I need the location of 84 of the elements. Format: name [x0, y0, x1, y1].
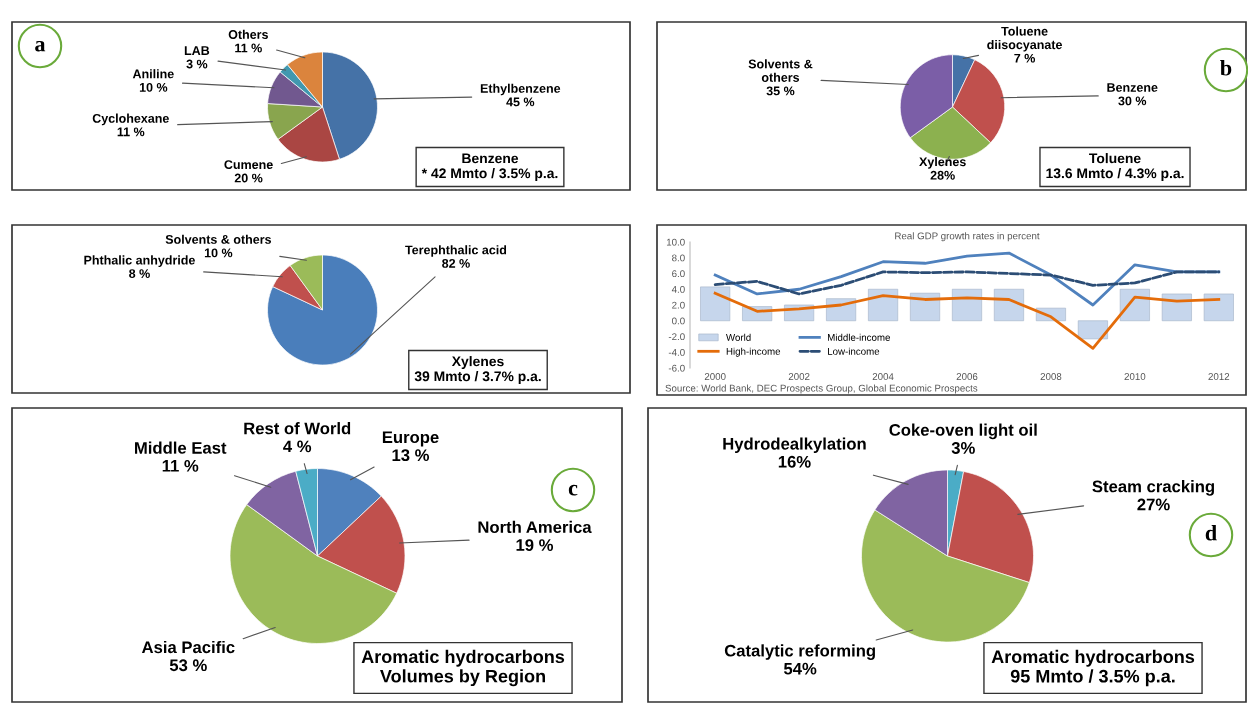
slice-label: Xylenes: [919, 157, 966, 169]
slice-label: Steam cracking: [1092, 480, 1214, 496]
bar: [1161, 293, 1192, 322]
data-label: 45 %: [506, 97, 535, 107]
legend-label: Middle-income: [828, 333, 890, 341]
data-label: 30 %: [1118, 96, 1147, 106]
text: Aromatic hydrocarbons Volumes by Region: [361, 649, 565, 687]
y-tick-label: -2.0: [668, 333, 685, 341]
slice-label: Benzene: [1107, 83, 1158, 92]
legend-label: High-income: [726, 347, 781, 357]
slice-label: Others: [228, 29, 268, 39]
data-label: 11 %: [235, 43, 262, 53]
slice-label: Ethylbenzene: [480, 83, 561, 96]
y-tick-label: 6.0: [672, 270, 685, 278]
bar: [1203, 293, 1234, 322]
data-label: 82 %: [442, 258, 470, 268]
y-tick-label: 4.0: [671, 285, 685, 293]
line-series: [713, 270, 1221, 296]
chart-title: Real GDP growth rates in percent: [895, 232, 1040, 242]
data-label: 3%: [951, 442, 975, 454]
data-label: 53 %: [169, 659, 207, 672]
text: Benzene * 42 Mmto / 3.5% p.a.: [421, 153, 558, 181]
data-label: 28%: [930, 170, 955, 180]
slice-label: Asia Pacific: [141, 640, 235, 654]
data-label: 20 %: [234, 173, 263, 183]
slice-label: LAB: [184, 46, 210, 55]
data-label: 16%: [778, 455, 811, 468]
x-tick-label: 2004: [872, 373, 894, 380]
bar: [951, 288, 983, 322]
slice-label: Toluene diisocyanate: [987, 26, 1063, 52]
data-label: 7 %: [1014, 53, 1036, 63]
data-label: 10 %: [139, 82, 168, 92]
data-label: 35 %: [766, 86, 795, 96]
data-label: 10 %: [204, 248, 233, 258]
x-tick-label: 2006: [956, 373, 978, 380]
data-label: 13 %: [392, 449, 430, 462]
text: c: [568, 484, 578, 496]
y-tick-label: 2.0: [672, 301, 685, 309]
slice-label: Rest of World: [244, 422, 351, 435]
text: a: [35, 40, 46, 52]
source-note: Source: World Bank, DEC Prospects Group, Global Economic Prospects: [665, 384, 978, 394]
text: d: [1205, 524, 1217, 541]
slice-label: Hydrodealkylation: [723, 437, 866, 454]
bar: [1077, 320, 1108, 340]
text: Toluene 13.6 Mmto / 4.3% p.a.: [1046, 153, 1184, 181]
x-tick-label: 2012: [1208, 373, 1230, 380]
data-label: 27%: [1137, 498, 1170, 511]
x-tick-label: 2010: [1124, 373, 1146, 380]
y-tick-label: 8.0: [672, 254, 685, 262]
data-label: 8 %: [129, 269, 150, 279]
slice-label: Phthalic anhydride: [84, 255, 195, 268]
slice-label: Coke-oven light oil: [889, 423, 1037, 440]
data-label: 4 %: [283, 440, 312, 453]
x-tick-label: 2000: [704, 373, 726, 380]
bar: [993, 288, 1025, 322]
y-tick-label: 0.0: [672, 317, 685, 325]
bar: [700, 286, 731, 322]
y-tick-label: -4.0: [668, 348, 685, 356]
data-label: 11 %: [162, 459, 199, 472]
data-label: 54%: [783, 662, 817, 675]
legend-label: Low-income: [828, 347, 880, 355]
legend-label: World: [726, 333, 751, 341]
x-tick-label: 2002: [788, 373, 810, 380]
data-label: 11 %: [117, 127, 145, 137]
data-label: 3 %: [186, 59, 208, 69]
text: b: [1220, 59, 1232, 76]
slice-label: Europe: [382, 431, 439, 447]
slice-label: Catalytic reforming: [724, 644, 875, 660]
slice-label: North America: [478, 520, 592, 534]
x-tick-label: 2008: [1040, 373, 1062, 380]
slice-label: Solvents & others: [165, 234, 272, 244]
slice-label: Cumene: [224, 160, 273, 170]
y-tick-label: -6.0: [668, 364, 685, 372]
slice-label: Solvents & others: [748, 59, 813, 82]
y-tick-label: 10.0: [666, 238, 685, 246]
slice-label: Middle East: [135, 441, 227, 454]
bar: [868, 288, 899, 322]
slice-label: Cyclohexane: [92, 113, 169, 126]
text: Xylenes 39 Mmto / 3.7% p.a.: [414, 356, 541, 384]
data-label: 19 %: [516, 539, 554, 551]
slice-label: Terephthalic acid: [405, 245, 507, 257]
pie-slice: [267, 254, 378, 366]
slice-label: Aniline: [132, 69, 174, 79]
text: Aromatic hydrocarbons 95 Mmto / 3.5% p.a.: [991, 649, 1195, 687]
